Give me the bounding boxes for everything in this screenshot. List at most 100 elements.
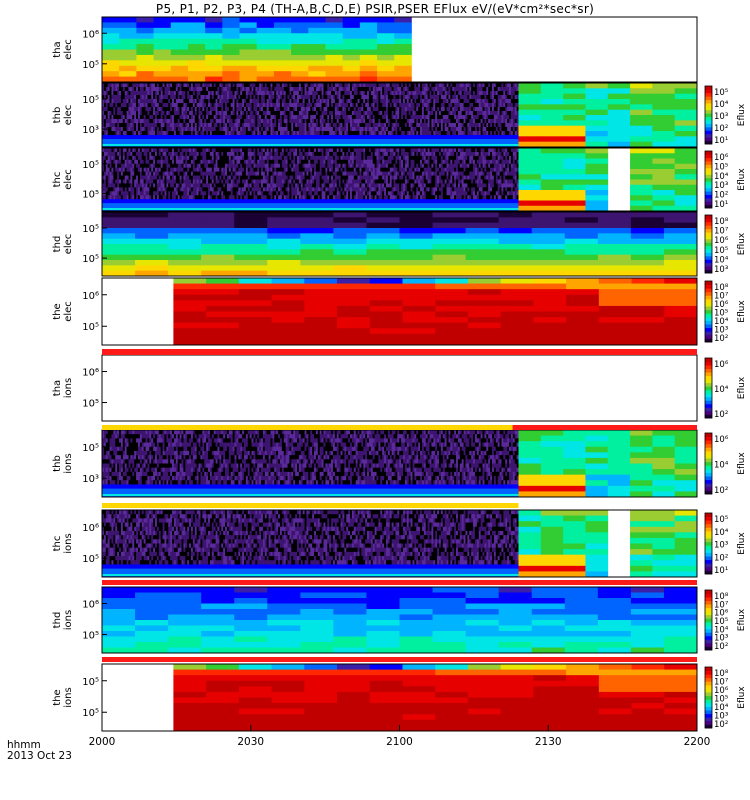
thc-elec-noise-cell — [488, 148, 491, 153]
thb-elec-noise-cell — [340, 103, 343, 108]
thb-elec-noise-cell — [192, 131, 196, 136]
thb-elec-noise-cell — [147, 99, 150, 104]
thb-elec-noise-cell — [162, 103, 165, 108]
thb-elec-noise-cell — [380, 87, 383, 92]
thb-elec-noise-cell — [175, 131, 179, 136]
thb-elec-noise-cell — [304, 91, 307, 96]
thc-elec-noise-cell — [478, 151, 482, 157]
thb-elec-noise-cell — [429, 107, 432, 112]
thc-elec-noise-cell — [147, 148, 150, 153]
thb-elec-noise-cell — [338, 119, 341, 124]
thc-elec-noise-cell — [257, 163, 260, 169]
thc-elec-noise-cell — [145, 148, 148, 153]
thb-elec-noise-cell — [160, 107, 163, 112]
thb-elec-noise-cell — [143, 119, 146, 124]
thb-elec-noise-cell — [196, 91, 199, 96]
thb-elec-noise-cell — [302, 115, 305, 120]
thb-elec-noise-cell — [389, 123, 393, 128]
thb-elec-noise-cell — [209, 83, 213, 88]
thc-elec-noise-cell — [242, 163, 245, 169]
thb-elec-noise-cell — [276, 83, 279, 88]
tha-elec-cell — [256, 38, 275, 45]
thb-elec-noise-cell — [334, 127, 338, 132]
thb-elec-noise-cell — [314, 99, 317, 104]
thb-elec-noise-cell — [338, 123, 341, 128]
thc-elec-noise-cell — [143, 163, 146, 169]
thb-elec-noise-cell — [391, 103, 394, 108]
thc-elec-noise-cell — [283, 151, 287, 157]
thb-elec-noise-cell — [425, 127, 429, 132]
thb-elec-noise-cell — [448, 95, 451, 100]
thb-elec-noise-cell — [342, 111, 345, 116]
thc-elec-noise-cell — [332, 148, 336, 153]
thb-elec-noise-cell — [262, 131, 266, 136]
thb-elec-noise-cell — [420, 87, 423, 92]
thb-elec-noise-cell — [459, 131, 463, 136]
thc-elec-noise-cell — [183, 148, 186, 153]
thb-elec-noise-cell — [196, 127, 199, 132]
thb-elec-noise-cell — [474, 95, 478, 100]
thc-elec-noise-cell — [289, 155, 292, 161]
thb-elec-noise-cell — [287, 127, 290, 132]
thb-elec-noise-cell — [274, 95, 277, 100]
thb-elec-noise-cell — [361, 119, 364, 124]
thb-elec-noise-cell — [444, 115, 447, 120]
thb-elec-noise-cell — [357, 131, 360, 136]
thc-elec-noise-cell — [493, 151, 497, 157]
thc-elec-noise-cell — [105, 167, 109, 173]
thb-elec-noise-cell — [209, 87, 213, 92]
thb-elec-noise-cell — [421, 123, 425, 128]
thb-elec-noise-cell — [365, 83, 368, 88]
thb-elec-noise-cell — [219, 87, 222, 92]
thb-elec-noise-cell — [406, 131, 410, 136]
thb-elec-noise-cell — [115, 99, 118, 104]
thb-elec-noise-cell — [304, 119, 307, 124]
thb-elec-noise-cell — [363, 135, 366, 140]
thb-elec-noise-cell — [401, 131, 404, 136]
thb-elec-noise-cell — [368, 127, 372, 132]
thb-elec-noise-cell — [153, 135, 156, 140]
thc-elec-noise-cell — [262, 159, 266, 165]
thb-elec-noise-cell — [338, 131, 341, 136]
thb-elec-noise-cell — [418, 123, 421, 128]
tha-elec-cell — [394, 49, 412, 56]
thb-elec-noise-cell — [395, 83, 398, 88]
thb-elec-noise-cell — [448, 91, 451, 96]
thb-elec-noise-cell — [469, 119, 472, 124]
thb-elec-noise-cell — [505, 83, 508, 88]
thb-elec-noise-cell — [382, 119, 385, 124]
thb-elec-noise-cell — [444, 103, 447, 108]
thc-elec-noise-cell — [414, 163, 417, 169]
tha-elec-cell — [342, 17, 361, 23]
thc-elec-noise-cell — [410, 151, 413, 157]
thb-elec-noise-cell — [200, 139, 203, 144]
thc-elec-noise-cell — [482, 159, 485, 165]
thb-elec-noise-cell — [429, 135, 432, 140]
thb-elec-noise-cell — [329, 135, 332, 140]
thb-elec-noise-cell — [490, 95, 493, 100]
thb-elec-noise-cell — [249, 95, 252, 100]
thb-elec-noise-cell — [327, 87, 330, 92]
thb-elec-noise-cell — [425, 115, 429, 120]
thb-elec-noise-cell — [175, 95, 179, 100]
thb-elec-noise-cell — [134, 111, 137, 116]
thc-elec-noise-cell — [372, 148, 376, 153]
thc-elec-noise-cell — [365, 163, 368, 169]
thb-elec-noise-cell — [136, 135, 139, 140]
thc-elec-noise-cell — [501, 155, 504, 161]
thc-elec-noise-cell — [410, 148, 413, 153]
thb-elec-noise-cell — [257, 131, 260, 136]
thb-elec-noise-cell — [261, 83, 264, 88]
thb-elec-noise-cell — [117, 123, 120, 128]
thc-elec-noise-cell — [194, 155, 198, 161]
thc-elec-noise-cell — [342, 151, 345, 157]
thb-elec-noise-cell — [160, 135, 163, 140]
thb-elec-noise-cell — [240, 107, 243, 112]
thb-elec-noise-cell — [378, 99, 381, 104]
thb-elec-noise-cell — [384, 99, 387, 104]
thc-elec-noise-cell — [213, 148, 216, 153]
thb-elec-block-cell — [585, 120, 609, 127]
thb-elec-noise-cell — [474, 107, 478, 112]
thc-elec-noise-cell — [385, 151, 389, 157]
thc-elec-noise-cell — [160, 148, 163, 153]
